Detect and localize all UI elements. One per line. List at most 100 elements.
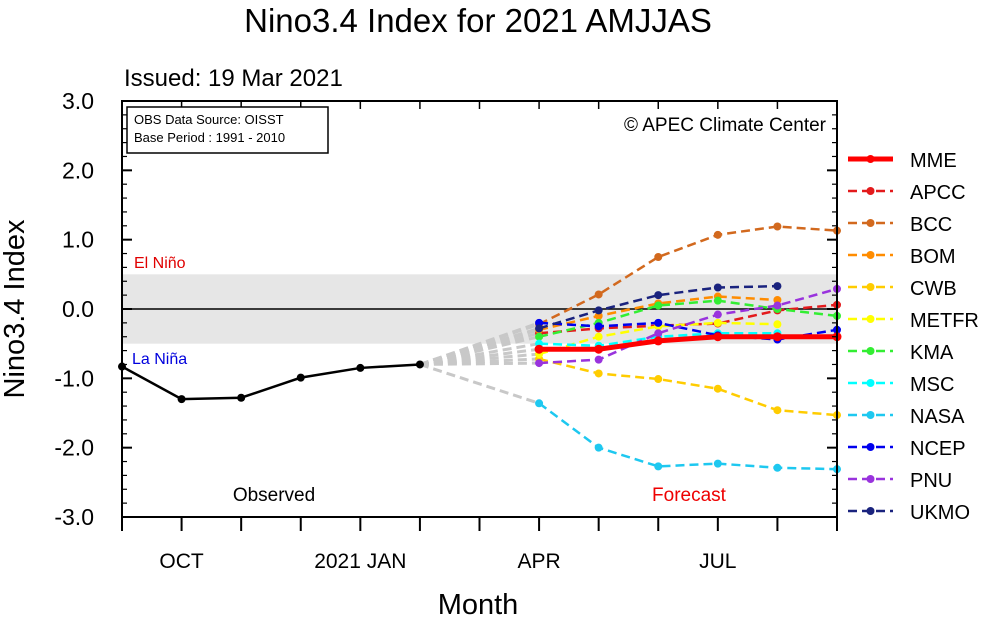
x-tick-label: 2021 JAN (314, 550, 406, 573)
y-tick-label: -3.0 (54, 504, 94, 530)
legend-marker-apcc (866, 187, 875, 195)
series-point-ukmo (535, 324, 544, 333)
y-tick-label: 2.0 (62, 157, 94, 183)
legend-item-nasa: NASA (848, 406, 965, 428)
series-point-kma (713, 296, 722, 305)
series-line-bcc (538, 225, 838, 326)
series-line-bom (538, 295, 778, 332)
legend-marker-nasa (866, 411, 875, 419)
series-point-ncep (594, 322, 603, 331)
observed-line (121, 363, 420, 401)
legend-item-bom: BOM (848, 246, 956, 268)
forecast-label: Forecast (652, 485, 727, 506)
observed-point (415, 360, 424, 369)
series-line-apcc (538, 303, 838, 335)
source-box: OBS Data Source: OISST Base Period : 199… (126, 106, 329, 154)
legend-item-ukmo: UKMO (848, 502, 970, 524)
series-point-cwb (713, 384, 722, 393)
el-nino-label: El Niño (134, 255, 186, 272)
issued-date: Issued: 19 Mar 2021 (124, 65, 343, 92)
series-point-pnu (535, 359, 544, 368)
series-point-cwb (594, 369, 603, 378)
x-tick-label: OCT (159, 550, 204, 573)
series-point-ukmo (654, 291, 663, 300)
series-point-bom (773, 295, 782, 304)
legend-label-bcc: BCC (910, 214, 952, 236)
legend-label-cwb: CWB (910, 278, 957, 300)
y-tick-label: -2.0 (54, 435, 94, 461)
legend-marker-ncep (866, 443, 875, 451)
legend-marker-pnu (866, 475, 875, 483)
y-tick-label: 0.0 (62, 296, 94, 322)
series-point-ukmo (594, 306, 603, 315)
legend-marker-bcc (866, 219, 875, 227)
series-point-pnu (713, 310, 722, 319)
series-point-ncep (654, 318, 663, 327)
x-tick-label: JUL (699, 550, 736, 573)
observed-point (356, 363, 365, 372)
series-layer (118, 222, 842, 474)
series-point-mme (594, 344, 604, 354)
legend-marker-msc (866, 379, 875, 387)
legend-marker-cwb (866, 283, 875, 291)
legend-label-metfr: METFR (910, 310, 979, 332)
legend-label-ncep: NCEP (910, 438, 966, 460)
la-nina-label: La Niña (132, 351, 187, 368)
source-box-frame (126, 106, 329, 154)
legend-label-apcc: APCC (910, 182, 966, 204)
connector-msc (419, 342, 540, 366)
observed-label: Observed (233, 485, 315, 506)
series-point-bcc (594, 290, 603, 299)
observed-point (296, 373, 305, 382)
series-point-metfr (713, 318, 722, 327)
legend-marker-mme (866, 155, 875, 163)
y-tick-label: 1.0 (62, 227, 94, 253)
legend-item-ncep: NCEP (848, 438, 966, 460)
series-point-cwb (773, 406, 782, 415)
series-line-ukmo (538, 284, 778, 330)
series-point-nasa (773, 463, 782, 472)
credit-text: © APEC Climate Center (624, 115, 827, 136)
legend-marker-bom (866, 251, 875, 259)
series-point-bcc (713, 230, 722, 239)
legend-marker-ukmo (866, 507, 875, 515)
connector-metfr (419, 352, 540, 366)
series-point-bom (594, 311, 603, 320)
chart-title: Nino3.4 Index for 2021 AMJJAS (244, 2, 712, 39)
x-tick-label: APR (517, 550, 560, 573)
observed-point (237, 393, 246, 402)
series-point-ukmo (713, 283, 722, 292)
legend-item-kma: KMA (848, 342, 954, 364)
legend-item-apcc: APCC (848, 182, 966, 204)
series-line-nasa (538, 402, 838, 471)
series-point-ncep (535, 318, 544, 327)
axes-layer: -3.0 -2.0 -1.0 0.0 1.0 2.0 3.0 OCT 2021 JAN APR JU… (54, 88, 838, 573)
series-point-mme (772, 332, 782, 342)
legend-label-pnu: PNU (910, 470, 952, 492)
legend-label-ukmo: UKMO (910, 502, 970, 524)
series-point-cwb (654, 375, 663, 384)
series-point-mme (653, 336, 663, 346)
legend-item-cwb: CWB (848, 278, 957, 300)
series-point-metfr (773, 320, 782, 329)
series-point-kma (654, 301, 663, 310)
series-point-pnu (594, 355, 603, 364)
legend-marker-kma (866, 347, 875, 355)
legend-marker-metfr (866, 315, 875, 323)
legend-item-pnu: PNU (848, 470, 952, 492)
connector-ukmo (419, 326, 540, 366)
legend-label-kma: KMA (910, 342, 954, 364)
legend-label-mme: MME (910, 150, 957, 172)
series-point-ukmo (773, 282, 782, 291)
observed-point (177, 395, 186, 404)
legend-label-nasa: NASA (910, 406, 965, 428)
y-tick-label: -1.0 (54, 365, 94, 391)
source-line-1: OBS Data Source: OISST (134, 112, 284, 127)
y-tick-label: 3.0 (62, 88, 94, 114)
series-point-nasa (594, 443, 603, 452)
series-point-nasa (654, 462, 663, 471)
legend-item-mme: MME (848, 150, 957, 172)
series-point-mme (534, 344, 544, 354)
